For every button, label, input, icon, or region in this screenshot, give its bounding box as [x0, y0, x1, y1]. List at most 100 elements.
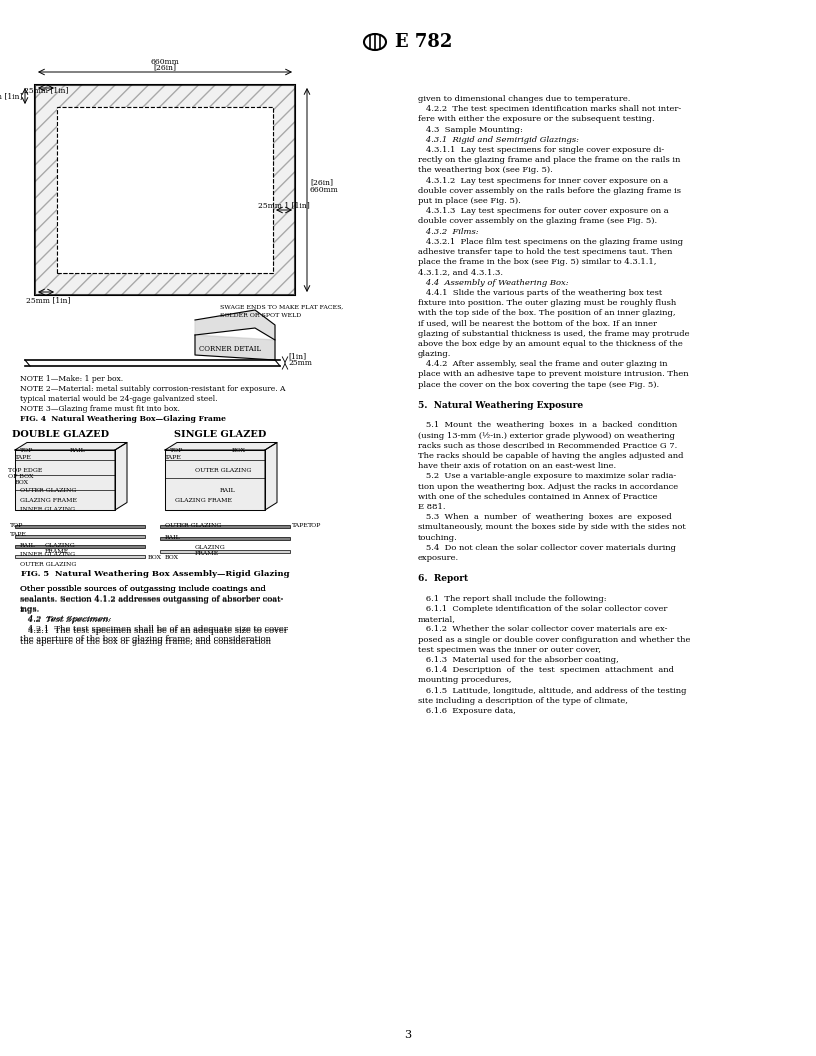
Text: NOTE 1—Make: 1 per box.: NOTE 1—Make: 1 per box.	[20, 375, 123, 383]
Text: [26in]: [26in]	[153, 63, 176, 71]
Text: ings.: ings.	[20, 606, 40, 614]
Text: posed as a single or double cover configuration and whether the: posed as a single or double cover config…	[418, 636, 690, 643]
Text: site including a description of the type of climate,: site including a description of the type…	[418, 697, 628, 704]
Text: 6.1.5  Latitude, longitude, altitude, and address of the testing: 6.1.5 Latitude, longitude, altitude, and…	[418, 686, 686, 695]
Bar	[160, 525, 290, 528]
Text: BOX: BOX	[15, 480, 29, 485]
Text: 4.4.2  After assembly, seal the frame and outer glazing in: 4.4.2 After assembly, seal the frame and…	[418, 360, 667, 369]
Text: TAPE: TAPE	[292, 523, 309, 528]
Text: TOP EDGE
OF BOX: TOP EDGE OF BOX	[8, 468, 42, 478]
Text: 4.4.1  Slide the various parts of the weathering box test: 4.4.1 Slide the various parts of the wea…	[418, 288, 663, 297]
Text: DOUBLE GLAZED: DOUBLE GLAZED	[11, 430, 109, 439]
Text: 4.3.2.1  Place film test specimens on the glazing frame using: 4.3.2.1 Place film test specimens on the…	[418, 238, 683, 246]
Text: 6.1.4  Description  of  the  test  specimen  attachment  and: 6.1.4 Description of the test specimen a…	[418, 666, 674, 674]
Text: 6.1.6  Exposure data,: 6.1.6 Exposure data,	[418, 708, 516, 715]
Text: with one of the schedules contained in Annex of Practice: with one of the schedules contained in A…	[418, 493, 658, 501]
Text: material,: material,	[418, 616, 456, 623]
Text: with the top side of the box. The position of an inner glazing,: with the top side of the box. The positi…	[418, 309, 676, 317]
Text: OUTER GLAZING: OUTER GLAZING	[165, 523, 221, 528]
Polygon shape	[115, 442, 127, 510]
Polygon shape	[195, 310, 275, 340]
Text: 4.3.1  Rigid and Semirigid Glazings:: 4.3.1 Rigid and Semirigid Glazings:	[418, 136, 579, 144]
Text: TAPE: TAPE	[15, 455, 32, 460]
Bar	[160, 550, 290, 553]
Text: GLAZING FRAME: GLAZING FRAME	[175, 498, 232, 503]
Text: ings.: ings.	[20, 605, 40, 612]
Text: FIG. 4  Natural Weathering Box—Glazing Frame: FIG. 4 Natural Weathering Box—Glazing Fr…	[20, 415, 226, 423]
Text: the aperture of the box or glazing frame, and consideration: the aperture of the box or glazing frame…	[20, 635, 271, 643]
Text: place with an adhesive tape to prevent moisture intrusion. Then: place with an adhesive tape to prevent m…	[418, 371, 689, 378]
Text: 25mm [1in]: 25mm [1in]	[26, 296, 70, 304]
Text: E 881.: E 881.	[418, 503, 446, 511]
Bar	[15, 535, 145, 538]
Text: the aperture of the box or glazing frame, and consideration: the aperture of the box or glazing frame…	[20, 638, 271, 645]
Text: RAIL: RAIL	[20, 543, 36, 548]
Text: INNER GLAZING: INNER GLAZING	[20, 507, 75, 512]
Text: Other possible sources of outgassing include coatings and: Other possible sources of outgassing inc…	[20, 585, 266, 593]
Text: 6.1.3  Material used for the absorber coating,: 6.1.3 Material used for the absorber coa…	[418, 656, 619, 664]
Text: INNER GLAZING: INNER GLAZING	[20, 552, 75, 557]
Text: 5.4  Do not clean the solar collector cover materials during: 5.4 Do not clean the solar collector cov…	[418, 544, 676, 552]
Text: NOTE 3—Glazing frame must fit into box.: NOTE 3—Glazing frame must fit into box.	[20, 406, 180, 413]
Text: TOP: TOP	[308, 523, 322, 528]
Text: 6.1  The report shall include the following:: 6.1 The report shall include the followi…	[418, 595, 606, 603]
Text: Other possible sources of outgassing include coatings and: Other possible sources of outgassing inc…	[20, 585, 266, 593]
Text: double cover assembly on the glazing frame (see Fig. 5).: double cover assembly on the glazing fra…	[418, 218, 657, 225]
Text: typical material would be 24-gage galvanized steel.: typical material would be 24-gage galvan…	[20, 395, 218, 403]
Text: 5.1  Mount  the  weathering  boxes  in  a  backed  condition: 5.1 Mount the weathering boxes in a back…	[418, 421, 677, 430]
Text: 4.2.1  The test specimen shall be of an adequate size to cover: 4.2.1 The test specimen shall be of an a…	[20, 627, 288, 635]
Text: 4.4  Assembly of Weathering Box:: 4.4 Assembly of Weathering Box:	[418, 279, 569, 286]
Text: 25mm [1in]: 25mm [1in]	[24, 86, 69, 94]
Text: touching.: touching.	[418, 533, 458, 542]
Text: mounting procedures,: mounting procedures,	[418, 677, 512, 684]
Text: TAPE: TAPE	[10, 532, 27, 538]
Text: the weathering box (see Fig. 5).: the weathering box (see Fig. 5).	[418, 167, 552, 174]
Text: CORNER DETAIL: CORNER DETAIL	[199, 345, 261, 353]
Bar	[57, 107, 273, 274]
Polygon shape	[195, 335, 275, 360]
Text: 6.  Report: 6. Report	[418, 574, 468, 583]
Text: 4.3.1.1  Lay test specimens for single cover exposure di-: 4.3.1.1 Lay test specimens for single co…	[418, 146, 664, 154]
Text: 25mm 1 [1in]: 25mm 1 [1in]	[258, 201, 310, 209]
Text: 4.3  Sample Mounting:: 4.3 Sample Mounting:	[418, 126, 523, 134]
Bar	[15, 545, 145, 548]
Text: 5.  Natural Weathering Exposure: 5. Natural Weathering Exposure	[418, 401, 583, 410]
Text: GLAZING FRAME: GLAZING FRAME	[20, 498, 77, 503]
Text: TOP: TOP	[10, 523, 24, 528]
Polygon shape	[165, 442, 277, 450]
Text: FIG. 5  Natural Weathering Box Assembly—Rigid Glazing: FIG. 5 Natural Weathering Box Assembly—R…	[20, 570, 290, 578]
Text: TOP: TOP	[170, 448, 184, 453]
Text: BOX: BOX	[232, 448, 246, 453]
Text: SINGLE GLAZED: SINGLE GLAZED	[174, 430, 266, 439]
Text: 3: 3	[405, 1030, 411, 1040]
Text: test specimen was the inner or outer cover,: test specimen was the inner or outer cov…	[418, 646, 601, 654]
Text: 4.2.2  The test specimen identification marks shall not inter-: 4.2.2 The test specimen identification m…	[418, 106, 681, 113]
Text: RAIL: RAIL	[165, 535, 181, 540]
Text: BOX: BOX	[165, 555, 180, 560]
Text: 25mm: 25mm	[288, 359, 312, 367]
Text: put in place (see Fig. 5).: put in place (see Fig. 5).	[418, 197, 521, 205]
Text: 6.1.2  Whether the solar collector cover materials are ex-: 6.1.2 Whether the solar collector cover …	[418, 625, 667, 634]
Text: GLAZING
FRAME: GLAZING FRAME	[195, 545, 226, 555]
Text: OUTER GLAZING: OUTER GLAZING	[195, 468, 251, 473]
Text: double cover assembly on the rails before the glazing frame is: double cover assembly on the rails befor…	[418, 187, 681, 194]
Text: [26in]: [26in]	[310, 178, 333, 186]
Text: 5.3  When  a  number  of  weathering  boxes  are  exposed: 5.3 When a number of weathering boxes ar…	[418, 513, 672, 522]
Text: E 782: E 782	[395, 33, 452, 51]
Text: RAIL: RAIL	[70, 448, 86, 453]
Text: sealants. Section 4.1.2 addresses outgassing of absorber coat-: sealants. Section 4.1.2 addresses outgas…	[20, 595, 283, 603]
Bar	[15, 525, 145, 528]
Text: above the box edge by an amount equal to the thickness of the: above the box edge by an amount equal to…	[418, 340, 683, 347]
Polygon shape	[15, 442, 127, 450]
Text: 660mm: 660mm	[151, 58, 180, 65]
Text: The racks should be capable of having the angles adjusted and: The racks should be capable of having th…	[418, 452, 684, 460]
Text: fixture into position. The outer glazing must be roughly flush: fixture into position. The outer glazing…	[418, 299, 676, 307]
Text: 25mm [1in]: 25mm [1in]	[0, 92, 23, 100]
Text: have their axis of rotation on an east-west line.: have their axis of rotation on an east-w…	[418, 463, 616, 470]
Text: 4.3.2  Films:: 4.3.2 Films:	[418, 228, 479, 235]
Text: NOTE 2—Material: metal suitably corrosion-resistant for exposure. A: NOTE 2—Material: metal suitably corrosio…	[20, 385, 286, 393]
Text: 4.3.1.2, and 4.3.1.3.: 4.3.1.2, and 4.3.1.3.	[418, 268, 503, 277]
Text: TAPE: TAPE	[165, 455, 182, 460]
Text: 4.3.1.3  Lay test specimens for outer cover exposure on a: 4.3.1.3 Lay test specimens for outer cov…	[418, 207, 668, 215]
Text: exposure.: exposure.	[418, 554, 459, 562]
